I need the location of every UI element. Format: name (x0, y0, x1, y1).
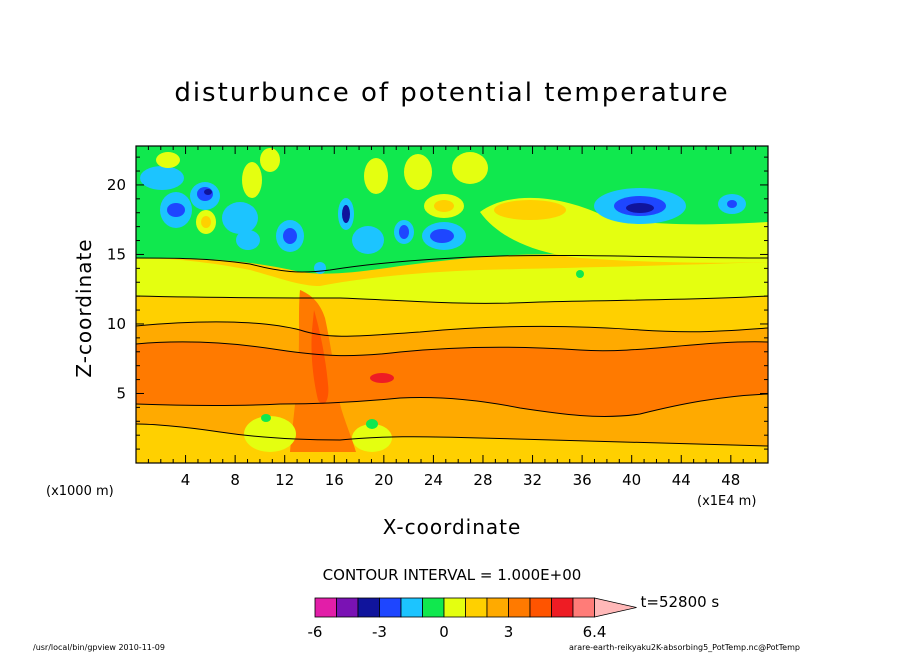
x-unit-left-label: (x1000 m) (46, 484, 114, 499)
plot-field (136, 146, 768, 463)
x-axis: 4 8 12 16 20 24 28 32 36 40 44 48 (147, 146, 769, 489)
colorbar-tick-label: 0 (439, 623, 449, 641)
colorbar-swatch (379, 597, 402, 618)
x-tick-label: 4 (181, 471, 191, 489)
x-tick-label: 8 (230, 471, 240, 489)
colorbar-swatch (465, 597, 488, 618)
x-tick-label: 40 (622, 471, 641, 489)
x-unit-right-label: (x1E4 m) (697, 494, 757, 509)
colorbar: t=52800 s -6 -3 0 3 6.4 (308, 593, 720, 641)
colorbar-swatch (551, 597, 574, 618)
contour-interval-label: CONTOUR INTERVAL = 1.000E+00 (322, 566, 582, 584)
colorbar-extension (594, 597, 637, 618)
x-tick-label: 44 (672, 471, 691, 489)
colorbar-swatch (443, 597, 466, 618)
colorbar-swatch (572, 597, 595, 618)
x-tick-label: 32 (523, 471, 542, 489)
x-tick-label: 48 (721, 471, 740, 489)
y-tick-label: 20 (107, 176, 126, 194)
footer-program-label: /usr/local/bin/gpview 2010-11-09 (33, 643, 165, 652)
x-axis-label: X-coordinate (382, 515, 522, 539)
colorbar-time-label: t=52800 s (641, 593, 720, 611)
contour-lines (136, 254, 768, 447)
x-tick-label: 28 (473, 471, 492, 489)
colorbar-tick-label: -3 (372, 623, 387, 641)
colorbar-swatch (529, 597, 552, 618)
colorbar-swatch (422, 597, 445, 618)
colorbar-tick-label: 3 (504, 623, 514, 641)
plot-frame (135, 145, 769, 464)
colorbar-tick-label: 6.4 (583, 623, 607, 641)
x-tick-label: 24 (424, 471, 443, 489)
colorbar-swatch (508, 597, 531, 618)
footer-file-label: arare-earth-reikyaku2K-absorbing5_PotTem… (569, 643, 800, 652)
colorbar-swatch (486, 597, 509, 618)
x-tick-label: 16 (325, 471, 344, 489)
x-tick-label: 36 (573, 471, 592, 489)
colorbar-swatch (400, 597, 423, 618)
colorbar-swatch (314, 597, 337, 618)
y-tick-label: 15 (107, 245, 126, 263)
colorbar-tick-label: -6 (308, 623, 323, 641)
colorbar-swatch (357, 597, 380, 618)
y-axis: 5 10 15 20 (107, 156, 768, 450)
chart-title: disturbunce of potential temperature (174, 78, 730, 108)
y-tick-label: 10 (107, 315, 126, 333)
y-tick-label: 5 (116, 384, 126, 402)
x-tick-label: 20 (374, 471, 393, 489)
x-tick-label: 12 (275, 471, 294, 489)
colorbar-swatch (336, 597, 359, 618)
